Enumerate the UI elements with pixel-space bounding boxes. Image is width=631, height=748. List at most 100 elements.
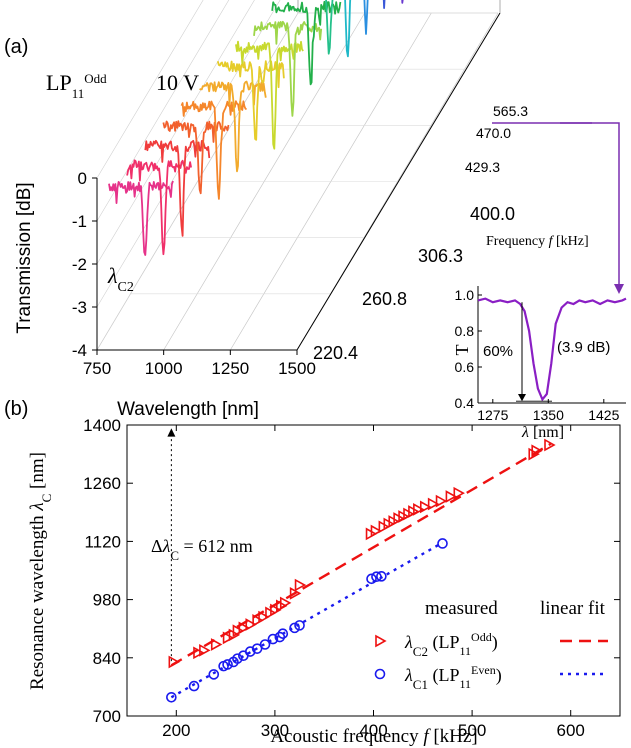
x-tick-label: 1500	[278, 359, 316, 378]
spectrum-trace	[180, 100, 247, 200]
b-point-c1	[274, 631, 286, 643]
z-tick-label: 470.0	[476, 125, 511, 141]
y-tick-label: 0	[78, 169, 87, 188]
voltage-label: 10 V	[156, 70, 199, 95]
b-point-c2	[531, 444, 543, 458]
panel-b-points	[166, 428, 556, 703]
inset-x-tick-label: 1425	[588, 407, 619, 423]
b-y-tick-label: 840	[93, 649, 121, 668]
b-point-c2	[222, 631, 235, 645]
b-plot-frame	[126, 424, 621, 717]
spectrum-trace	[382, 0, 386, 10]
spectrum-trace	[271, 0, 342, 86]
panel-b-label: (b)	[4, 398, 29, 420]
inset-depth-label: 60%	[483, 343, 513, 360]
wall-grid-line	[96, 0, 255, 265]
spectrum-trace	[235, 40, 304, 150]
b-point-c2	[199, 643, 211, 657]
b-xlabel: Acoustic frequency f [kHz]	[270, 726, 477, 747]
b-point-c1	[259, 639, 271, 650]
spectrum-trace	[401, 0, 404, 4]
b-point-c1	[267, 633, 279, 645]
inset-y-tick-label: 0.6	[455, 359, 475, 375]
z-tick-label: 260.8	[362, 289, 407, 309]
spectrum-trace	[253, 20, 323, 117]
b-y-tick-label: 1400	[83, 416, 121, 435]
b-point-c2	[528, 447, 540, 461]
inset-ylabel: T	[452, 345, 472, 356]
b-fit-line	[170, 442, 552, 667]
inset-trace	[477, 297, 627, 402]
a-ylabel: Transmission [dB]	[14, 182, 35, 333]
panel-a-spectra	[108, 0, 404, 256]
panel-b-fit-lines	[170, 442, 608, 699]
delta-arrowhead	[167, 428, 176, 437]
b-point-c2	[453, 486, 465, 500]
b-point-c1	[376, 571, 387, 582]
b-point-c1	[277, 628, 289, 639]
z-axis-3d	[296, 12, 501, 351]
b-point-c2	[238, 621, 250, 635]
panel-a-label: (a)	[4, 36, 29, 58]
legend-c2-label: λC2 (LP11Odd)	[404, 630, 498, 659]
b-ylabel: Resonance wavelength λC [nm]	[27, 452, 54, 690]
legend-c1-marker	[374, 668, 386, 680]
spectrum-trace	[108, 180, 174, 256]
y-tick-label: -4	[72, 341, 87, 360]
b-point-c1	[294, 620, 305, 631]
delta-label: ΔλC = 612 nm	[151, 536, 253, 563]
y-tick-label: -3	[72, 298, 87, 317]
b-point-c1	[251, 643, 263, 654]
panel-b-axes	[126, 424, 621, 717]
z-tick-label: 400.0	[470, 204, 515, 224]
b-point-c2	[245, 618, 257, 631]
b-point-c2	[232, 624, 245, 638]
y-tick-label: -1	[72, 212, 87, 231]
inset-y-tick-label: 0.4	[455, 395, 475, 411]
panel-b-text: 200 300 400 500 600 700 840 980 1120 1260 1400 ΔλC …	[27, 416, 606, 747]
b-point-c2	[294, 578, 307, 592]
wall-grid-line	[96, 0, 281, 308]
b-point-c1	[244, 646, 256, 657]
b-point-c2	[279, 596, 292, 610]
inset-x-tick-label: 1350	[533, 407, 564, 423]
connector-arrowhead	[614, 284, 624, 294]
b-point-c1	[166, 691, 177, 703]
b-point-c2	[445, 490, 458, 503]
b-point-c1	[232, 653, 243, 664]
b-point-c2	[270, 603, 282, 617]
b-fit-line	[170, 541, 444, 699]
a-zlabel: Frequency f [kHz]	[486, 234, 589, 249]
b-point-c2	[435, 494, 448, 508]
b-x-tick-label: 500	[458, 721, 486, 740]
b-y-tick-label: 1260	[83, 474, 121, 493]
x-tick-label: 750	[83, 359, 111, 378]
wall-grid-line	[96, 0, 204, 179]
connector-line	[492, 122, 620, 288]
b-point-c2	[419, 500, 432, 514]
y-tick-label: -2	[72, 255, 87, 274]
panel-a-3d-box	[92, 0, 501, 355]
b-x-tick-label: 200	[162, 721, 190, 740]
a-xlabel: Wavelength [nm]	[117, 399, 259, 420]
b-point-c2	[544, 438, 556, 452]
spectrum-trace	[216, 60, 285, 141]
spectrum-trace	[199, 80, 267, 173]
b-x-tick-label: 600	[557, 721, 585, 740]
inset-y-tick-label: 0.8	[455, 323, 475, 339]
z-tick-label: 429.3	[465, 159, 500, 175]
b-point-c2	[252, 614, 264, 627]
b-x-tick-label: 400	[359, 721, 387, 740]
z-tick-label: 565.3	[493, 103, 528, 119]
legend-fit: linear fit	[540, 598, 606, 619]
lambda-c2-label: λC2	[107, 263, 134, 295]
b-point-c1	[437, 538, 448, 549]
b-point-c2	[413, 503, 425, 516]
spectrum-trace	[162, 120, 230, 195]
b-point-c1	[208, 669, 220, 680]
inset-x-tick-label: 1275	[477, 407, 508, 423]
inset-y-tick-label: 1.0	[455, 287, 475, 303]
b-point-c1	[366, 573, 377, 585]
